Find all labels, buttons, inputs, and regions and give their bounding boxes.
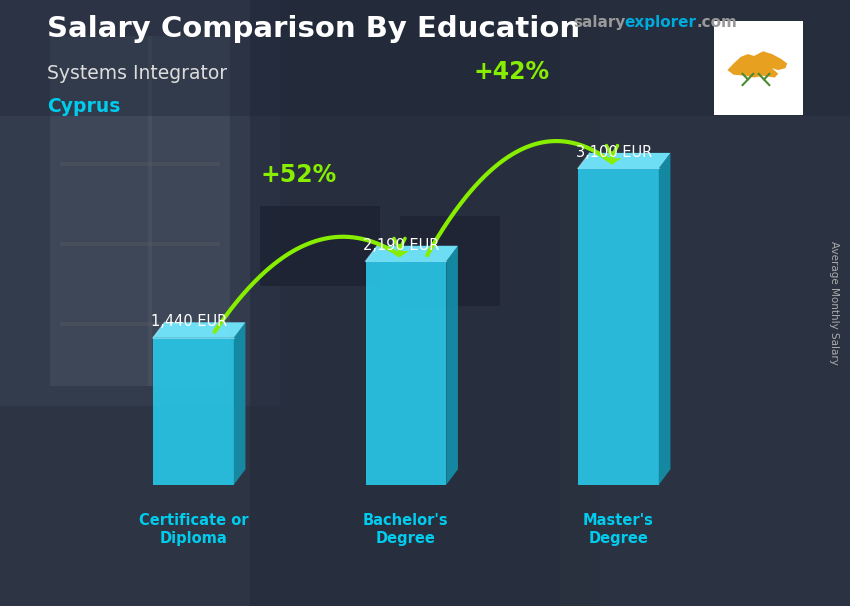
Bar [578,168,659,485]
Text: Systems Integrator: Systems Integrator [47,64,227,82]
Bar [560,0,850,606]
Bar [60,322,220,326]
Bar [250,0,600,606]
Bar [148,36,152,386]
Polygon shape [390,251,409,257]
Bar [366,261,446,485]
Polygon shape [603,158,621,164]
Text: Salary Comparison By Education: Salary Comparison By Education [47,15,580,43]
Polygon shape [659,153,671,485]
Text: 1,440 EUR: 1,440 EUR [151,314,227,329]
Polygon shape [366,246,458,261]
Text: Master's
Degree: Master's Degree [583,513,654,546]
Bar [0,0,850,116]
Text: Average Monthly Salary: Average Monthly Salary [829,241,839,365]
Bar [60,242,220,246]
Text: Cyprus: Cyprus [47,97,120,116]
Text: +52%: +52% [260,163,337,187]
Polygon shape [234,322,246,485]
Text: .com: .com [697,15,738,30]
Polygon shape [728,52,787,78]
Text: +42%: +42% [473,60,549,84]
Text: explorer: explorer [625,15,697,30]
Text: 2,190 EUR: 2,190 EUR [364,238,439,253]
Bar [60,162,220,166]
Polygon shape [578,153,671,168]
Bar [153,338,234,485]
Polygon shape [446,246,458,485]
Text: 3,100 EUR: 3,100 EUR [576,145,652,160]
Bar [0,0,280,406]
Bar [260,206,380,286]
Text: salary: salary [574,15,626,30]
Bar [400,216,500,306]
Polygon shape [153,322,246,338]
Text: Bachelor's
Degree: Bachelor's Degree [363,513,449,546]
Text: Certificate or
Diploma: Certificate or Diploma [139,513,248,546]
Bar [50,36,230,386]
